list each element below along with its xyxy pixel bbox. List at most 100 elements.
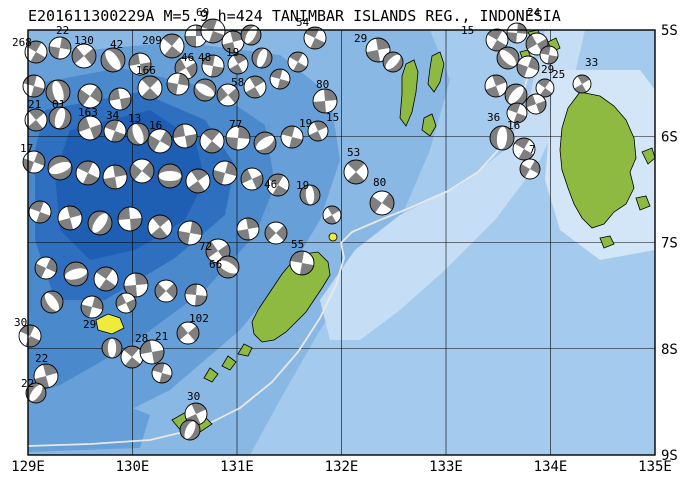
focal-mechanism <box>535 78 555 98</box>
focal-mechanism <box>253 131 277 155</box>
depth-label: 66 <box>209 258 222 271</box>
ball-quadrant <box>252 174 264 189</box>
ball-quadrant <box>162 34 180 46</box>
ball-outline <box>185 168 211 194</box>
ball-outline <box>126 122 150 146</box>
ball-quadrant <box>191 169 208 181</box>
focal-mechanism <box>157 163 183 189</box>
ball-outline <box>48 106 72 130</box>
ball-outline <box>485 28 509 52</box>
depth-label: 42 <box>110 38 123 51</box>
depth-label: 53 <box>347 146 360 159</box>
ball-outline <box>216 83 240 107</box>
ball-outline <box>489 125 515 151</box>
ball-quadrant <box>308 131 323 142</box>
ball-outline <box>212 160 238 186</box>
focal-mechanism <box>506 102 528 124</box>
ball-quadrant <box>140 62 151 75</box>
ball-quadrant <box>130 163 142 181</box>
land-polygon <box>203 367 219 383</box>
ball-quadrant <box>84 48 96 66</box>
ball-outline <box>382 51 404 73</box>
focal-mechanism <box>212 160 238 186</box>
ball-outline <box>129 158 155 184</box>
ball-quadrant <box>82 173 99 186</box>
ball-outline <box>103 119 127 143</box>
ball-quadrant <box>123 346 140 357</box>
depth-label: 30 <box>187 390 200 403</box>
ball-quadrant <box>347 172 365 185</box>
focal-mechanism <box>516 55 540 79</box>
ball-outline <box>322 205 342 225</box>
ball-quadrant <box>188 325 199 342</box>
ball-quadrant <box>204 141 222 153</box>
ball-quadrant <box>124 285 137 298</box>
ball-outline <box>516 55 540 79</box>
land-polygon <box>237 343 253 357</box>
depth-label: 29 <box>83 318 96 331</box>
ball-quadrant <box>175 58 186 74</box>
ball-quadrant <box>228 87 239 104</box>
ball-white-band <box>496 126 508 150</box>
focal-mechanism <box>77 83 103 109</box>
ball-outline <box>40 290 64 314</box>
focal-mechanism <box>123 272 149 298</box>
focal-mechanism <box>343 159 369 185</box>
ball-quadrant <box>547 55 558 65</box>
ball-quadrant <box>517 23 528 34</box>
focal-mechanism <box>519 158 541 180</box>
ball-outline <box>108 87 132 111</box>
focal-mechanism <box>147 128 173 154</box>
ball-quadrant <box>229 64 243 75</box>
focal-mechanism <box>154 279 178 303</box>
land-polygon <box>599 235 615 249</box>
ball-quadrant <box>177 324 188 341</box>
ball-outline <box>101 337 123 359</box>
focal-mechanism <box>525 93 547 115</box>
depth-label: 16 <box>149 119 162 132</box>
ball-outline <box>240 167 264 191</box>
ball-quadrant <box>191 402 206 414</box>
depth-label: 19 <box>226 46 239 59</box>
focal-mechanism <box>129 158 155 184</box>
ball-quadrant <box>135 272 148 285</box>
ball-quadrant <box>178 230 190 245</box>
ball-quadrant <box>90 86 102 103</box>
ball-quadrant <box>518 149 534 160</box>
ball-white-band <box>64 268 88 280</box>
ball-quadrant <box>81 304 92 318</box>
focal-mechanism <box>504 83 528 107</box>
focal-mechanism <box>77 115 103 141</box>
ball-quadrant <box>195 295 207 307</box>
ball-outline <box>287 51 309 73</box>
depth-label: 33 <box>585 56 598 69</box>
ball-outline <box>147 128 173 154</box>
ball-outline <box>154 279 178 303</box>
focal-mechanism <box>63 261 89 287</box>
ball-quadrant <box>141 88 159 101</box>
focal-mechanism <box>93 266 119 292</box>
ball-outline <box>343 159 369 185</box>
ball-quadrant <box>77 160 94 173</box>
ball-outline <box>506 22 528 44</box>
ball-outline <box>77 83 103 109</box>
ball-outline <box>63 261 89 287</box>
ball-outline <box>75 160 101 186</box>
ball-outline <box>157 163 183 189</box>
ball-quadrant <box>27 120 44 131</box>
depth-label: 24 <box>527 6 541 19</box>
focal-mechanism <box>496 46 520 70</box>
ball-quadrant <box>112 165 127 177</box>
ball-white-band <box>105 50 121 70</box>
ball-outline <box>45 79 71 105</box>
ball-outline <box>179 419 201 441</box>
ball-quadrant <box>211 66 224 77</box>
ball-quadrant <box>129 53 140 66</box>
focal-mechanism <box>80 295 104 319</box>
ball-outline <box>147 214 173 240</box>
focal-mechanism <box>166 72 190 96</box>
depth-label: 21 <box>28 98 41 111</box>
ball-outline <box>48 36 72 60</box>
ball-outline <box>484 74 508 98</box>
